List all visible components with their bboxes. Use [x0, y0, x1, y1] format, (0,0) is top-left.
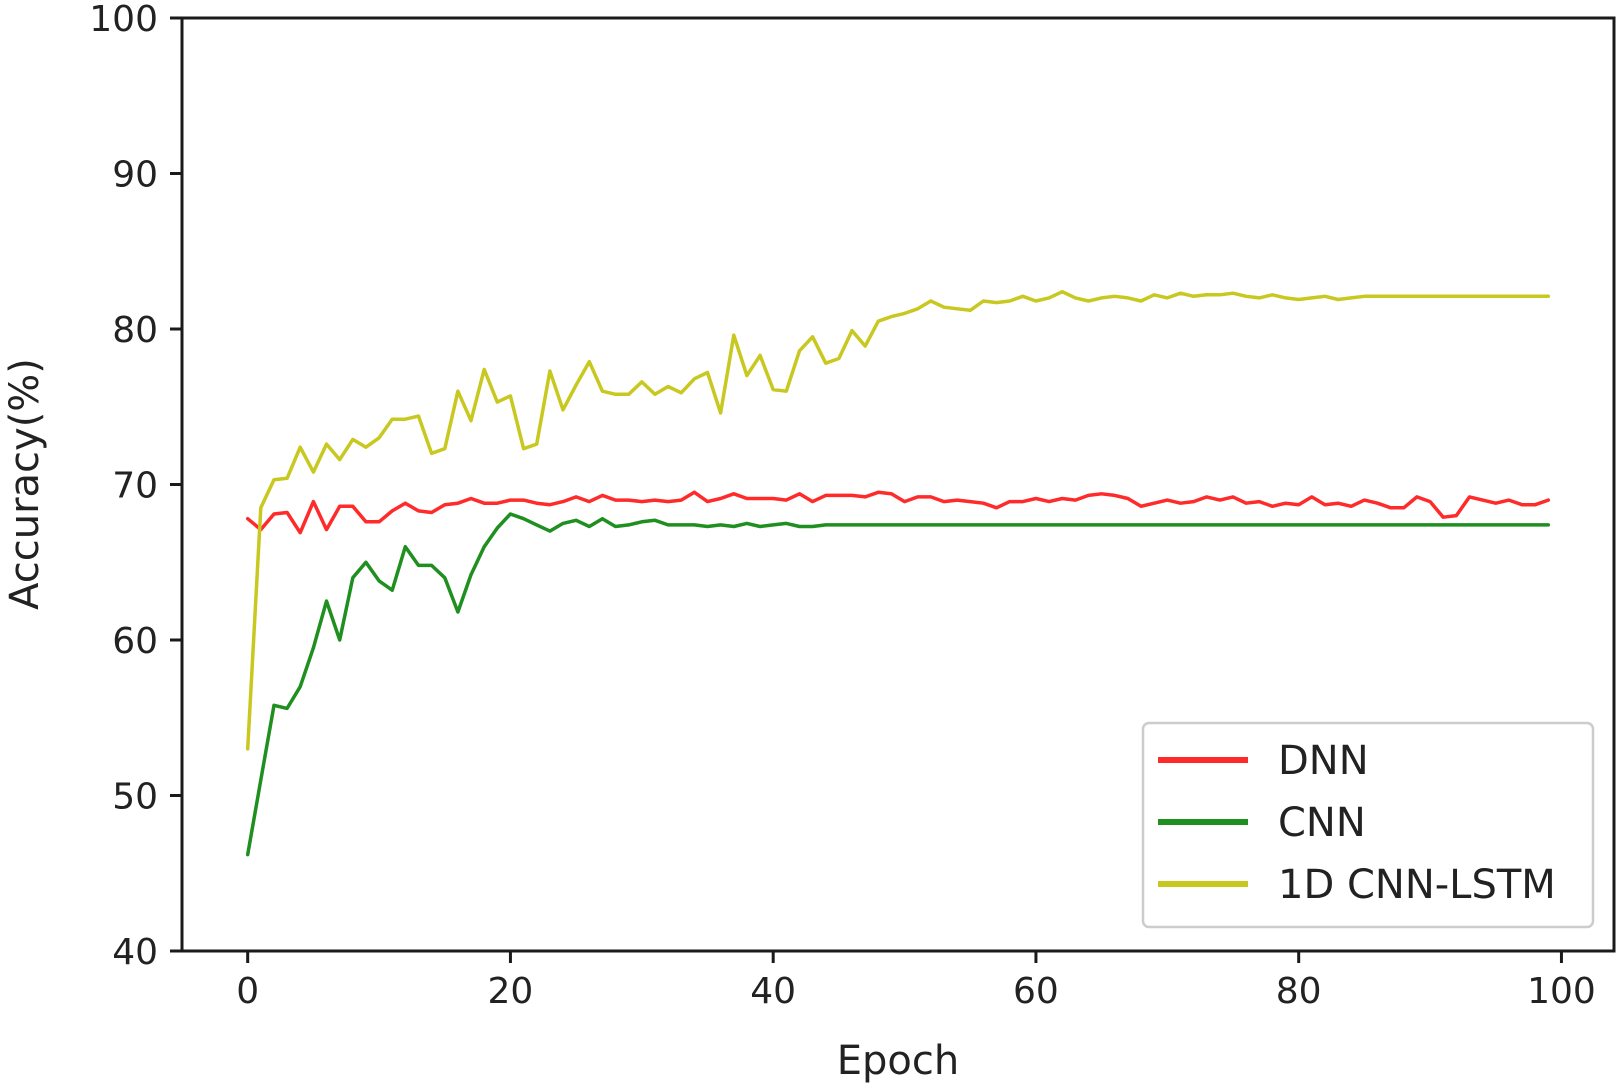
legend-label: CNN: [1278, 800, 1366, 846]
legend-box: [1141, 721, 1595, 929]
y-tick-label: 90: [112, 155, 158, 196]
x-tick-label: 100: [1527, 971, 1596, 1012]
x-tick-label: 0: [236, 971, 259, 1012]
series-line-2: [245, 289, 1551, 751]
y-tick-label: 80: [112, 310, 158, 351]
x-axis: 0 20 40 60 80 100: [236, 951, 1596, 1012]
y-tick-label: 100: [89, 0, 158, 40]
y-tick-label: 40: [112, 932, 158, 973]
series-line-0: [245, 490, 1551, 535]
y-tick-label: 60: [112, 621, 158, 662]
y-tick-label: 70: [112, 466, 158, 507]
y-axis-label: Accuracy(%): [2, 358, 48, 610]
legend: DNN CNN 1D CNN-LSTM: [1141, 721, 1595, 929]
legend-label: DNN: [1278, 738, 1369, 784]
y-axis: 40 50 60 70 80 90 100: [89, 0, 182, 973]
x-tick-label: 60: [1013, 971, 1059, 1012]
legend-label: 1D CNN-LSTM: [1278, 862, 1556, 908]
series-layer: [245, 289, 1551, 857]
x-tick-label: 40: [750, 971, 796, 1012]
x-axis-label: Epoch: [837, 1038, 959, 1084]
y-tick-label: 50: [112, 777, 158, 818]
x-tick-label: 20: [488, 971, 534, 1012]
x-tick-label: 80: [1276, 971, 1322, 1012]
legend-items: DNN CNN 1D CNN-LSTM: [1158, 738, 1556, 908]
series-line-1: [245, 512, 1551, 857]
